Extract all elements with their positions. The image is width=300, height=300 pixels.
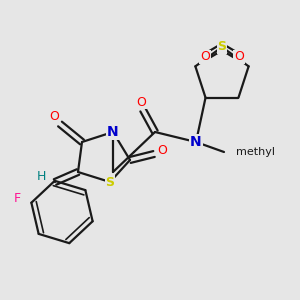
Text: S: S bbox=[106, 176, 115, 188]
Text: O: O bbox=[136, 95, 146, 109]
Text: methyl: methyl bbox=[236, 147, 275, 157]
Text: F: F bbox=[14, 192, 21, 205]
Text: N: N bbox=[107, 125, 119, 139]
Text: O: O bbox=[157, 143, 167, 157]
Text: O: O bbox=[200, 50, 210, 64]
Text: N: N bbox=[190, 135, 202, 149]
Text: S: S bbox=[218, 40, 226, 53]
Text: O: O bbox=[49, 110, 59, 122]
Text: H: H bbox=[36, 169, 46, 182]
Text: O: O bbox=[234, 50, 244, 64]
